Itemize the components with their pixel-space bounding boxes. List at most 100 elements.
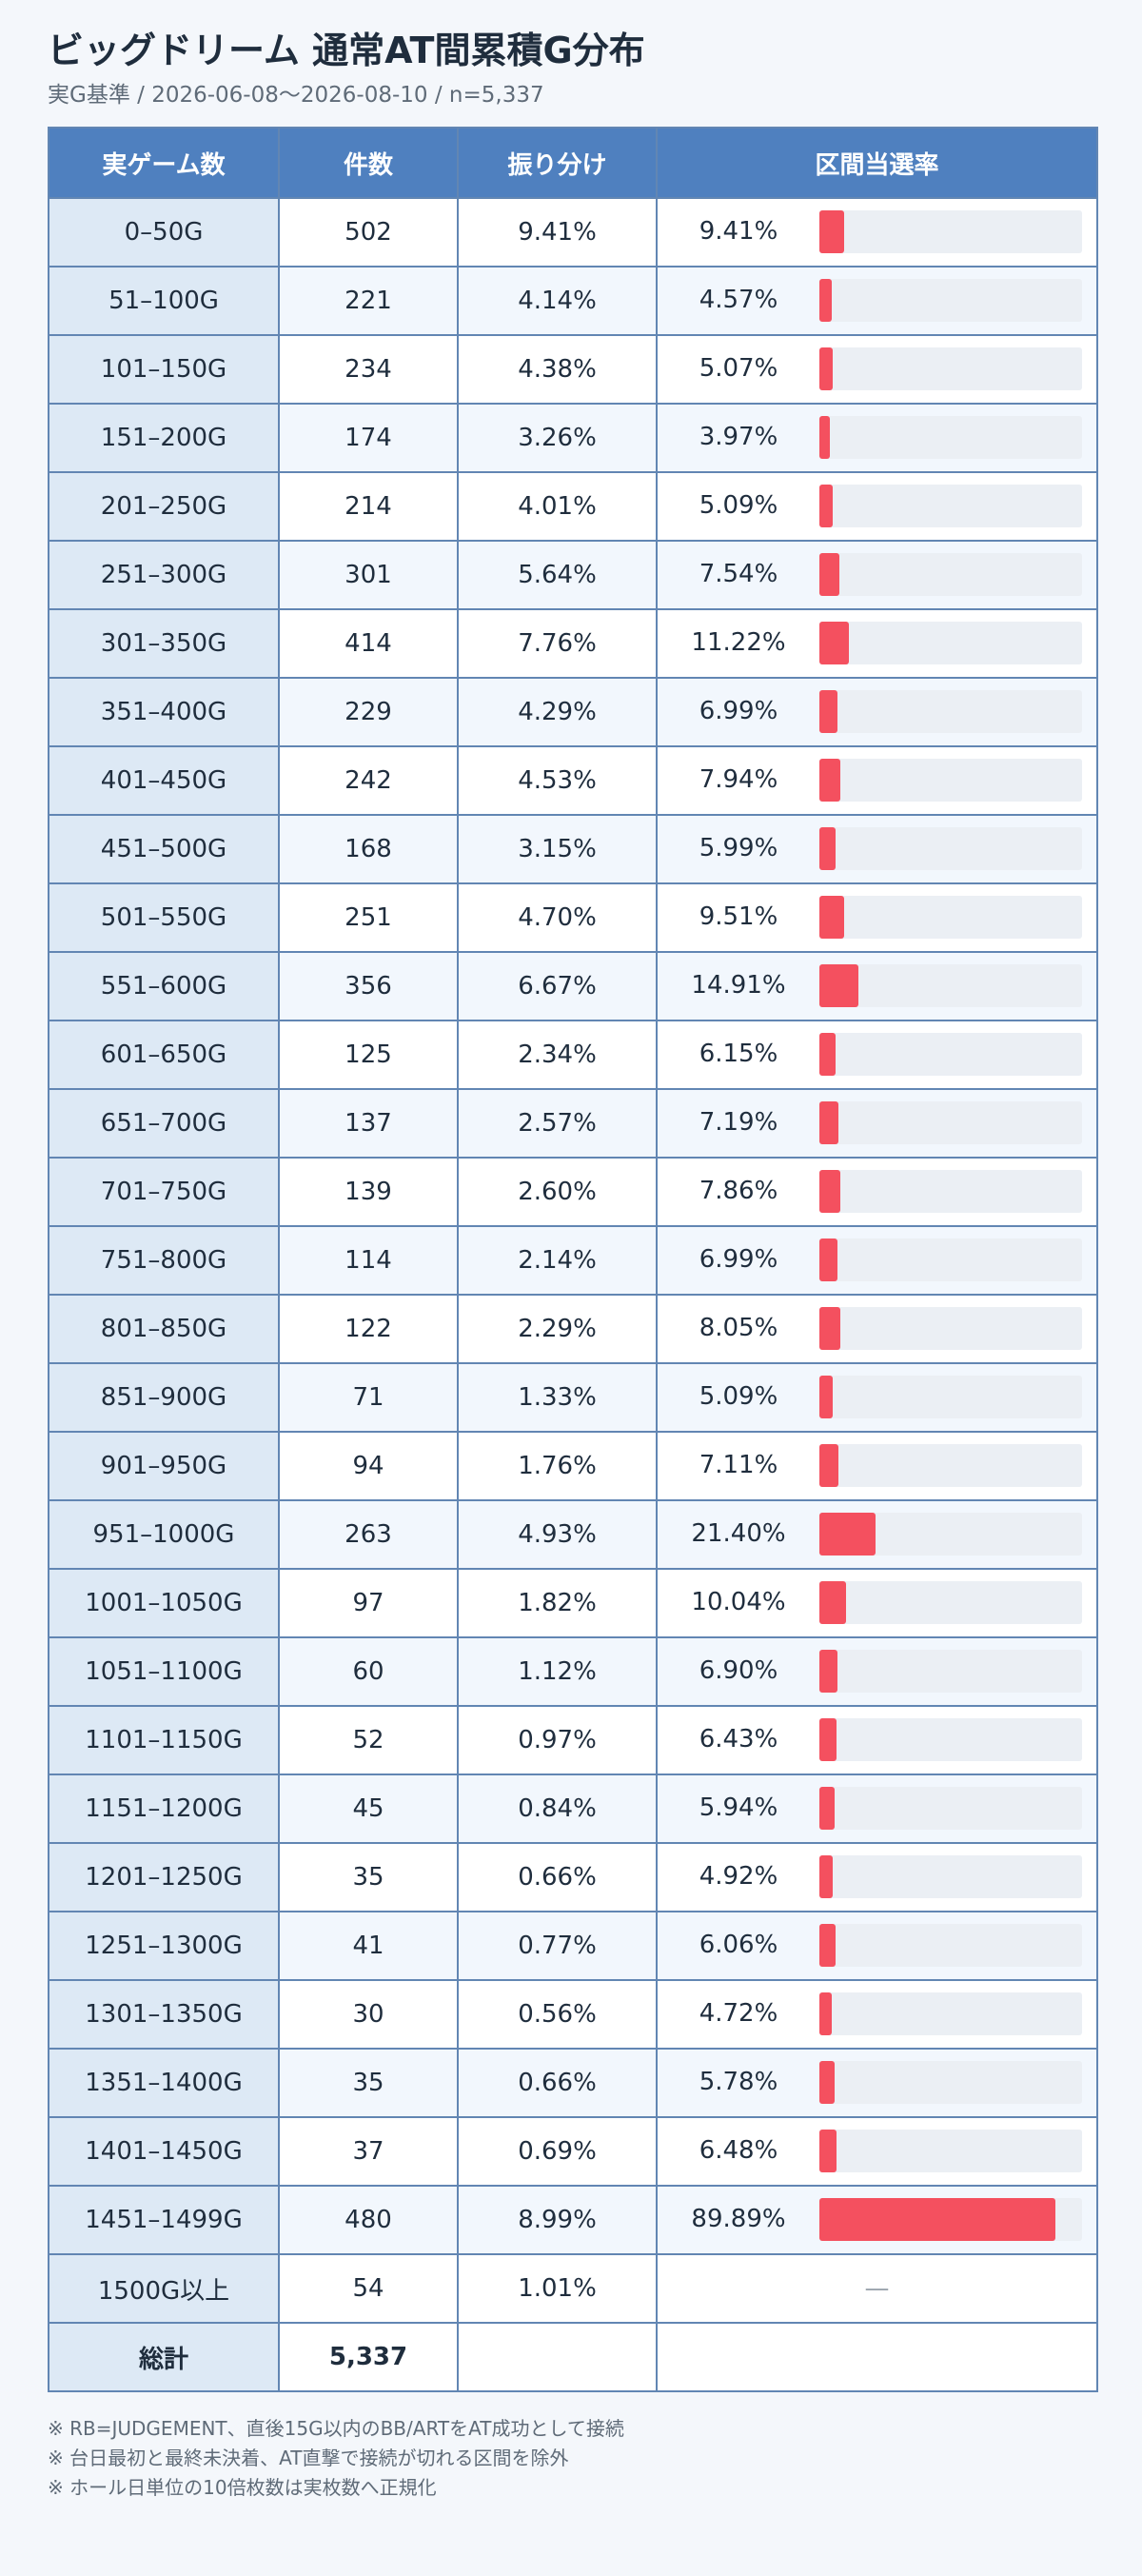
share-cell: 4.01%	[457, 471, 658, 542]
rate-bar	[819, 485, 834, 527]
range-cell: 1101–1150G	[48, 1705, 280, 1775]
share-cell: 1.33%	[457, 1362, 658, 1433]
count-cell: 35	[278, 2048, 459, 2118]
row: 451–500G 168 3.15% 5.99%	[48, 814, 1098, 884]
rate-cell: 9.51%	[656, 882, 1098, 953]
rate-bar	[819, 1307, 841, 1350]
row: 1151–1200G 45 0.84% 5.94%	[48, 1773, 1098, 1844]
count-cell: 97	[278, 1568, 459, 1638]
rate-bar	[819, 1718, 837, 1761]
row: 1451–1499G 480 8.99% 89.89%	[48, 2185, 1098, 2255]
rate-label: 14.91%	[691, 971, 786, 1000]
share-cell: 1.82%	[457, 1568, 658, 1638]
title: ビッグドリーム 通常AT間累積G分布	[48, 30, 645, 71]
range-cell: 401–450G	[48, 745, 280, 816]
row: 651–700G 137 2.57% 7.19%	[48, 1088, 1098, 1159]
share-cell: 5.64%	[457, 540, 658, 610]
range-cell: 201–250G	[48, 471, 280, 542]
row: 101–150G 234 4.38% 5.07%	[48, 334, 1098, 405]
share-cell: 0.66%	[457, 2048, 658, 2118]
share-cell: 4.93%	[457, 1499, 658, 1570]
rate-cell: 6.99%	[656, 1225, 1098, 1296]
row: 1401–1450G 37 0.69% 6.48%	[48, 2116, 1098, 2187]
range-cell: 0–50G	[48, 197, 280, 268]
rate-bar	[819, 2198, 1056, 2241]
rate-cell: 14.91%	[656, 951, 1098, 1021]
count-cell: 139	[278, 1157, 459, 1227]
rate-label: 6.48%	[699, 2136, 778, 2165]
share-cell: 2.57%	[457, 1088, 658, 1159]
rate-cell: 5.09%	[656, 1362, 1098, 1433]
rate-bar	[819, 1650, 838, 1693]
rate-label: 4.72%	[699, 1999, 778, 2028]
share-cell: 4.70%	[457, 882, 658, 953]
share-cell: 8.99%	[457, 2185, 658, 2255]
note: ※ RB=JUDGEMENT、直後15G以内のBB/ARTをAT成功として接続	[48, 2417, 624, 2440]
rate-label: 7.54%	[699, 560, 778, 588]
rate-bar	[819, 2061, 835, 2104]
rate-cell: 5.09%	[656, 471, 1098, 542]
count-cell: 229	[278, 677, 459, 747]
range-cell: 751–800G	[48, 1225, 280, 1296]
row: 1001–1050G 97 1.82% 10.04%	[48, 1568, 1098, 1638]
rate-cell: 7.54%	[656, 540, 1098, 610]
rate-bar	[819, 964, 859, 1007]
row: 1351–1400G 35 0.66% 5.78%	[48, 2048, 1098, 2118]
count-cell: 168	[278, 814, 459, 884]
row: 401–450G 242 4.53% 7.94%	[48, 745, 1098, 816]
rate-bar	[819, 1376, 834, 1418]
distribution-table: 実ゲーム数 件数 振り分け 区間当選率 0–50G 502 9.41% 9.41% 51–10…	[48, 127, 1098, 2392]
rate-bar	[819, 827, 836, 870]
range-cell: 1251–1300G	[48, 1911, 280, 1981]
share-cell: 0.66%	[457, 1842, 658, 1912]
count-cell: 214	[278, 471, 459, 542]
rate-label: 5.94%	[699, 1793, 778, 1822]
bar-track	[819, 827, 1082, 870]
rate-label: 7.11%	[699, 1451, 778, 1479]
rate-label: 6.99%	[699, 697, 778, 725]
row: 851–900G 71 1.33% 5.09%	[48, 1362, 1098, 1433]
rate-label: 6.15%	[699, 1040, 778, 1068]
count-cell: 37	[278, 2116, 459, 2187]
share-cell: 2.14%	[457, 1225, 658, 1296]
range-cell: 1500G以上	[48, 2253, 280, 2324]
bar-track	[819, 1170, 1082, 1213]
rate-cell: 5.07%	[656, 334, 1098, 405]
header-row: 実ゲーム数 件数 振り分け 区間当選率	[48, 127, 1098, 199]
rate-cell: 6.43%	[656, 1705, 1098, 1775]
total-count: 5,337	[278, 2322, 459, 2392]
range-cell: 901–950G	[48, 1431, 280, 1501]
range-cell: 701–750G	[48, 1157, 280, 1227]
rate-cell: 6.06%	[656, 1911, 1098, 1981]
rate-cell: 6.99%	[656, 677, 1098, 747]
range-cell: 851–900G	[48, 1362, 280, 1433]
count-cell: 54	[278, 2253, 459, 2324]
count-cell: 414	[278, 608, 459, 679]
table-body: 0–50G 502 9.41% 9.41% 51–100G 221 4.14% 4.57% 10…	[48, 197, 1098, 2392]
rate-bar	[819, 1101, 838, 1144]
rate-cell: 11.22%	[656, 608, 1098, 679]
row: 1101–1150G 52 0.97% 6.43%	[48, 1705, 1098, 1775]
count-cell: 221	[278, 266, 459, 336]
rate-bar	[819, 1033, 836, 1076]
range-cell: 1351–1400G	[48, 2048, 280, 2118]
share-cell: 0.84%	[457, 1773, 658, 1844]
share-cell: 2.34%	[457, 1020, 658, 1090]
count-cell: 125	[278, 1020, 459, 1090]
bar-track	[819, 2130, 1082, 2172]
rate-label: 11.22%	[691, 628, 786, 657]
rate-bar	[819, 553, 839, 596]
rate-cell: 7.19%	[656, 1088, 1098, 1159]
rate-bar	[819, 1924, 836, 1967]
rate-label: 4.92%	[699, 1862, 778, 1891]
count-cell: 35	[278, 1842, 459, 1912]
bar-track	[819, 485, 1082, 527]
rate-cell: 6.48%	[656, 2116, 1098, 2187]
rate-cell: 6.90%	[656, 1636, 1098, 1707]
note: ※ 台日最初と最終未決着、AT直撃で接続が切れる区間を除外	[48, 2447, 569, 2469]
column-header: 振り分け	[457, 127, 658, 199]
rate-label: 7.19%	[699, 1108, 778, 1137]
row: 701–750G 139 2.60% 7.86%	[48, 1157, 1098, 1227]
count-cell: 356	[278, 951, 459, 1021]
